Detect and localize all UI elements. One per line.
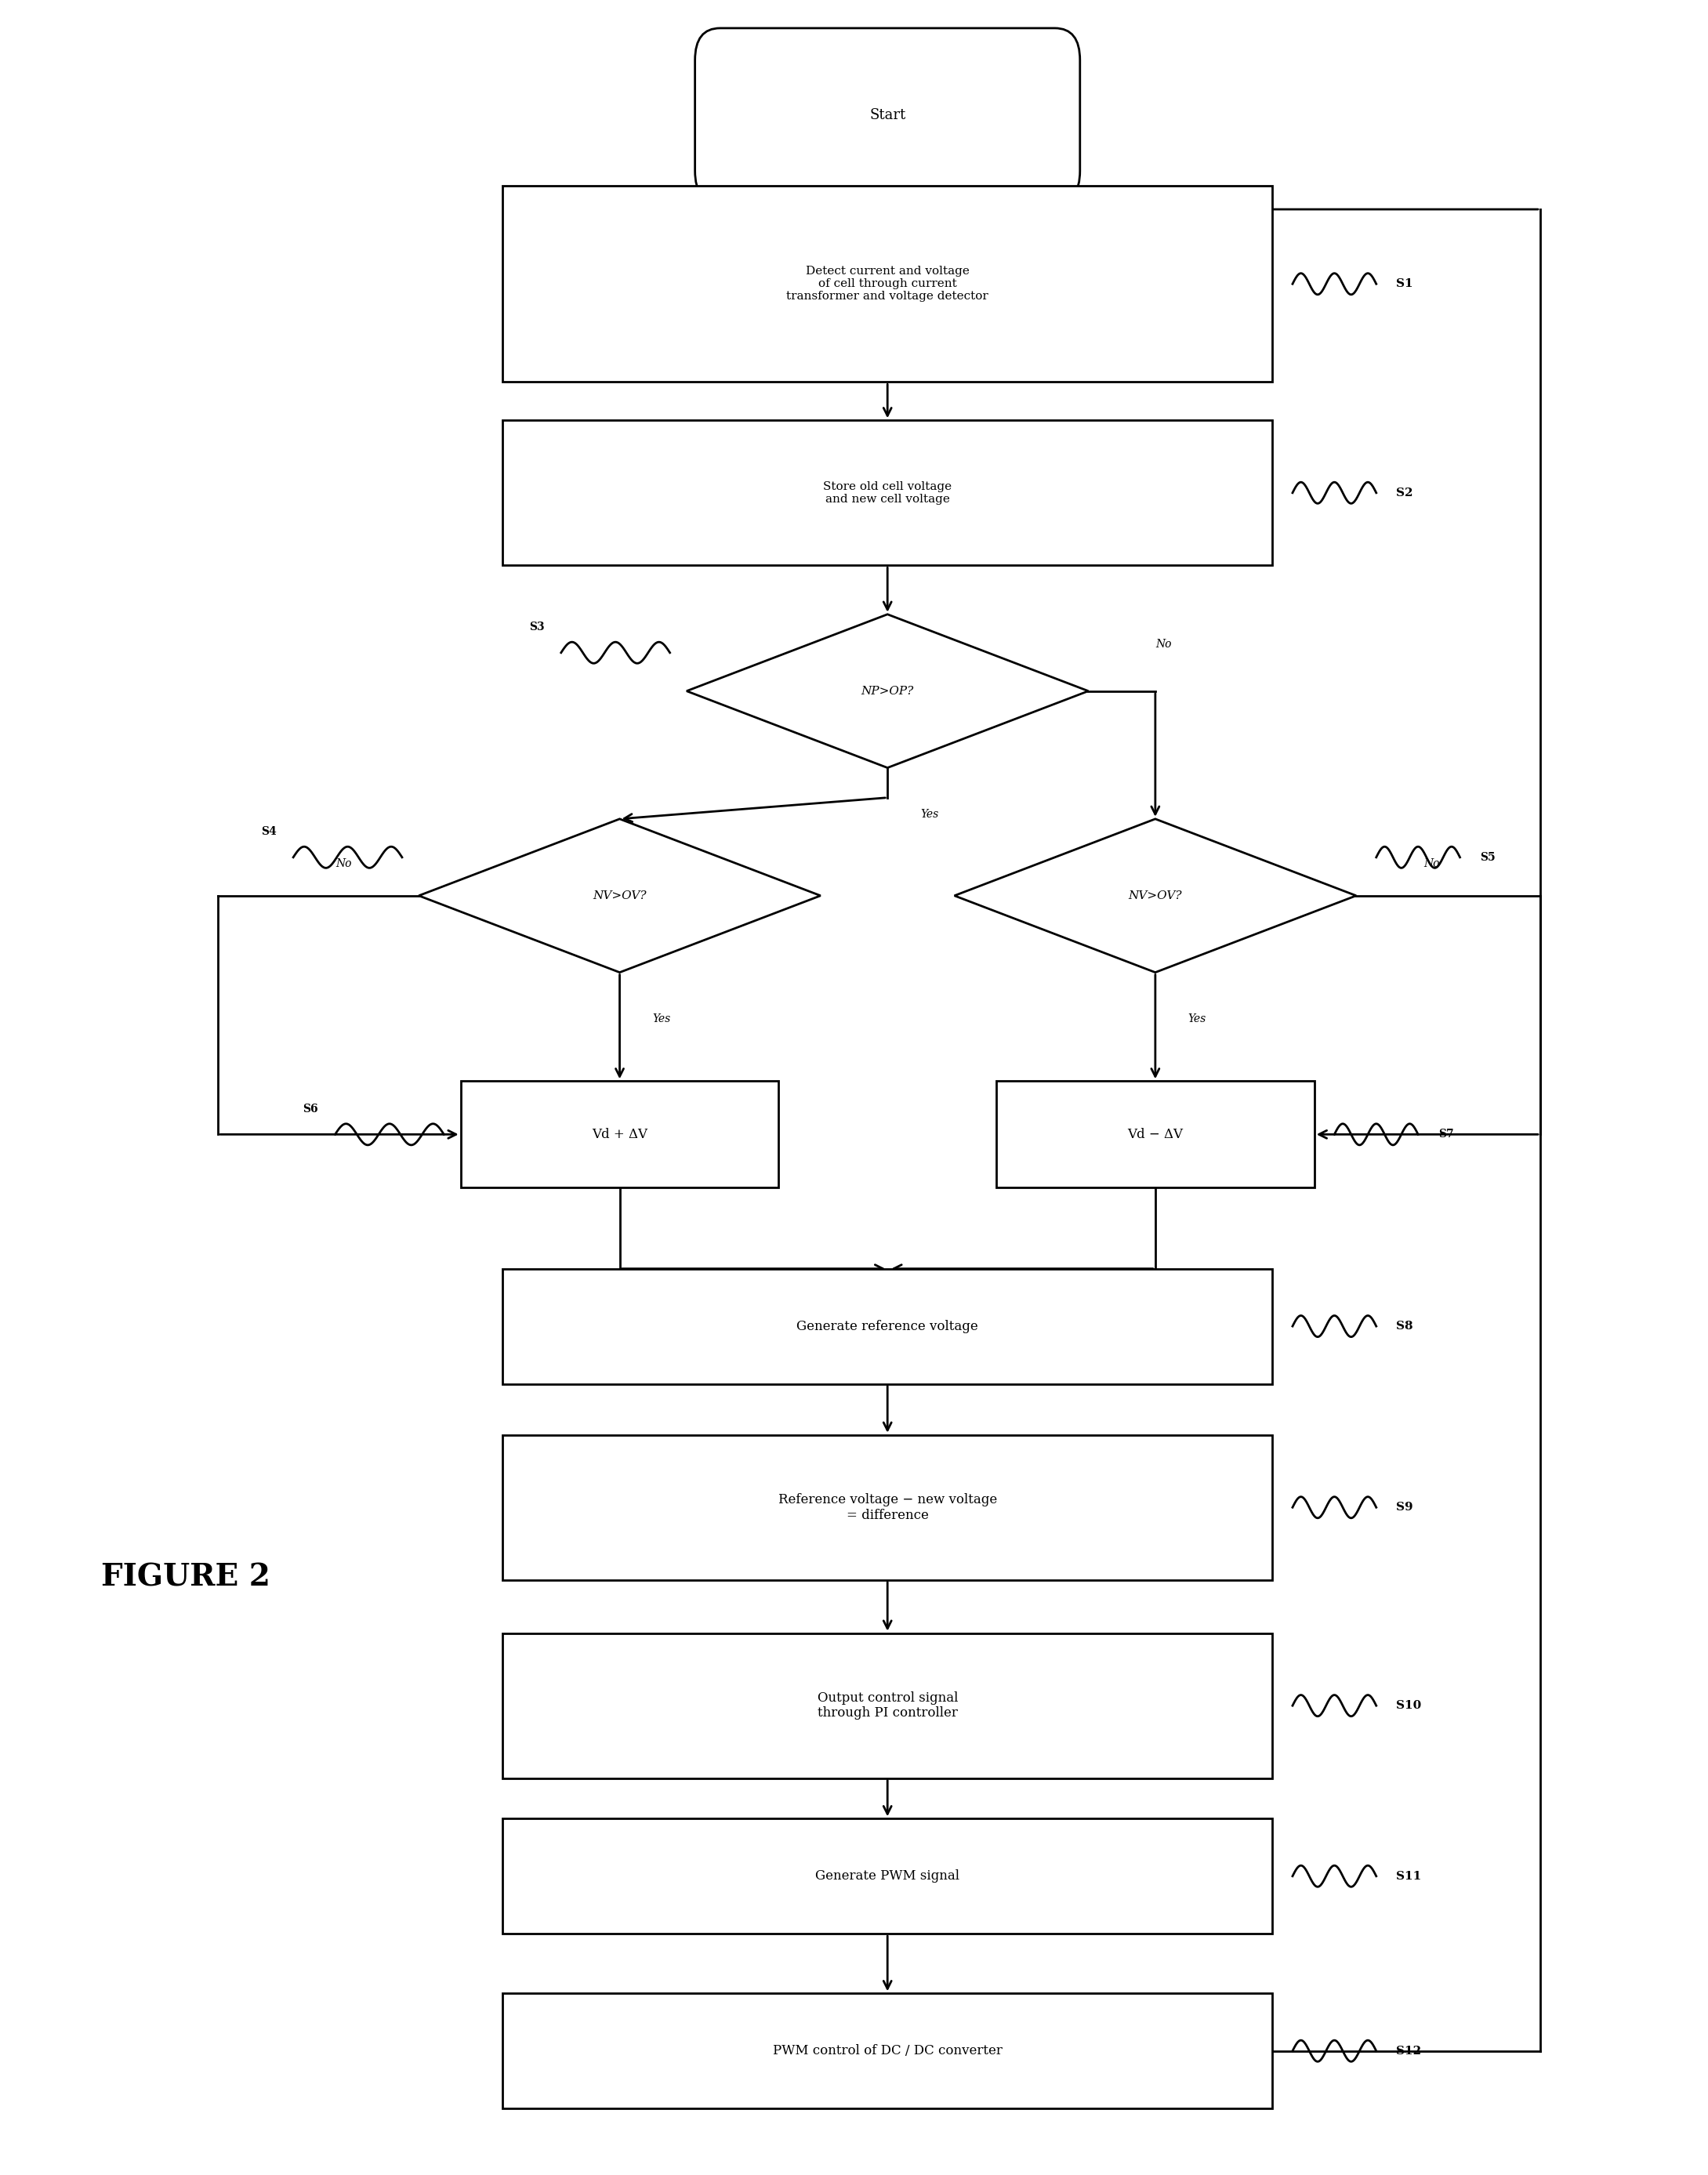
Text: Generate PWM signal: Generate PWM signal	[815, 1870, 960, 1884]
Text: NV>OV?: NV>OV?	[1129, 890, 1182, 900]
Text: S1: S1	[1397, 278, 1413, 289]
FancyBboxPatch shape	[502, 185, 1272, 383]
Text: Start: Start	[869, 109, 905, 122]
Polygon shape	[687, 613, 1088, 768]
FancyBboxPatch shape	[695, 28, 1079, 202]
Text: S3: S3	[529, 622, 545, 633]
Text: Reference voltage − new voltage
= difference: Reference voltage − new voltage = differ…	[779, 1492, 997, 1522]
Text: Yes: Yes	[652, 1014, 671, 1024]
Text: Vd + ΔV: Vd + ΔV	[593, 1127, 647, 1142]
Text: S7: S7	[1438, 1129, 1454, 1140]
Text: Store old cell voltage
and new cell voltage: Store old cell voltage and new cell volt…	[823, 481, 951, 505]
FancyBboxPatch shape	[502, 420, 1272, 566]
Text: S9: S9	[1397, 1503, 1413, 1514]
FancyBboxPatch shape	[502, 1992, 1272, 2108]
Polygon shape	[418, 820, 820, 972]
Text: PWM control of DC / DC converter: PWM control of DC / DC converter	[772, 2044, 1003, 2058]
FancyBboxPatch shape	[502, 1633, 1272, 1779]
Text: S6: S6	[302, 1103, 318, 1114]
FancyBboxPatch shape	[502, 1818, 1272, 1934]
Text: Generate reference voltage: Generate reference voltage	[796, 1320, 979, 1333]
Text: No: No	[1423, 859, 1440, 870]
Text: S12: S12	[1397, 2044, 1421, 2055]
Text: S8: S8	[1397, 1320, 1413, 1331]
Text: Yes: Yes	[921, 809, 938, 820]
Text: S5: S5	[1481, 853, 1496, 863]
Text: FIGURE 2: FIGURE 2	[101, 1564, 270, 1592]
Text: S11: S11	[1397, 1870, 1421, 1881]
Text: S4: S4	[261, 826, 277, 837]
Text: Output control signal
through PI controller: Output control signal through PI control…	[816, 1692, 958, 1720]
FancyBboxPatch shape	[461, 1081, 779, 1188]
Text: No: No	[1156, 639, 1172, 650]
Text: Detect current and voltage
of cell through current
transformer and voltage detec: Detect current and voltage of cell throu…	[786, 265, 989, 302]
Polygon shape	[955, 820, 1356, 972]
FancyBboxPatch shape	[502, 1436, 1272, 1579]
Text: S2: S2	[1397, 487, 1413, 498]
Text: No: No	[335, 859, 352, 870]
Text: NV>OV?: NV>OV?	[593, 890, 647, 900]
Text: Yes: Yes	[1189, 1014, 1206, 1024]
FancyBboxPatch shape	[502, 1268, 1272, 1383]
Text: NP>OP?: NP>OP?	[861, 685, 914, 696]
FancyBboxPatch shape	[996, 1081, 1315, 1188]
Text: S10: S10	[1397, 1701, 1421, 1712]
Text: Vd − ΔV: Vd − ΔV	[1127, 1127, 1184, 1142]
